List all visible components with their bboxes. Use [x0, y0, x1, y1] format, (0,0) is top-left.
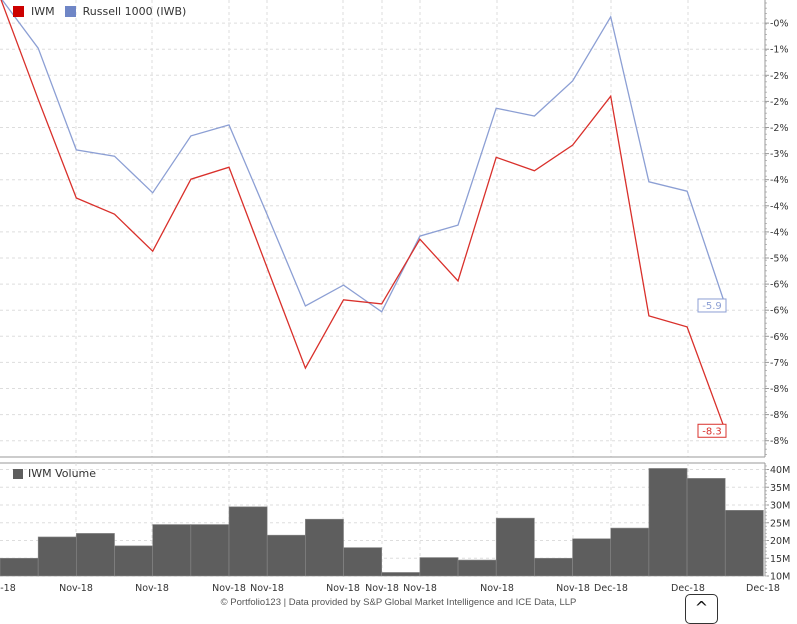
volume-bar[interactable]: [648, 468, 688, 577]
volume-bar[interactable]: [305, 518, 344, 577]
x-axis-label: Nov-18: [403, 583, 437, 594]
svg-text:15M: 15M: [770, 554, 790, 565]
iwb-end-label: -5.9: [697, 298, 727, 313]
legend-label-iwm: IWM: [31, 5, 55, 18]
volume-bar[interactable]: [495, 517, 535, 577]
x-axis: -18 Nov-18 Nov-18 Nov-18 Nov-18 Nov-18 Nov-18 N…: [0, 583, 780, 594]
volume-bar[interactable]: [686, 478, 726, 577]
svg-text:-8%: -8%: [770, 384, 789, 395]
svg-text:-3%: -3%: [770, 149, 789, 160]
chevron-up-icon: ^: [694, 598, 709, 617]
price-y-axis: -0% -1% -2% -2% -2% -3% -4% -4% -4% -5% -6% -6% -6% -…: [0, 0, 789, 458]
svg-text:-2%: -2%: [770, 97, 789, 108]
legend-label-iwb: Russell 1000 (IWB): [82, 5, 187, 18]
svg-text:-8%: -8%: [770, 436, 789, 447]
svg-text:40M: 40M: [770, 465, 790, 476]
volume-bar[interactable]: [457, 559, 497, 577]
price-lines: -5.9 -8.3: [0, 0, 727, 438]
volume-bar[interactable]: [190, 524, 230, 577]
svg-text:-6%: -6%: [770, 332, 789, 343]
svg-text:-6%: -6%: [770, 280, 789, 291]
volume-legend[interactable]: IWM Volume: [13, 467, 96, 480]
volume-bar[interactable]: [152, 524, 192, 577]
svg-text:-5%: -5%: [770, 254, 789, 265]
legend-item-iwm[interactable]: IWM: [13, 5, 55, 18]
svg-text:20M: 20M: [770, 536, 790, 547]
legend-item-iwb[interactable]: Russell 1000 (IWB): [64, 5, 187, 18]
volume-bar[interactable]: [572, 538, 612, 577]
svg-text:-4%: -4%: [770, 227, 789, 238]
volume-bar[interactable]: [266, 534, 306, 577]
x-axis-label: Nov-18: [212, 583, 246, 594]
svg-text:10M: 10M: [770, 572, 790, 583]
price-grid: [0, 0, 765, 457]
volume-bar[interactable]: [228, 506, 268, 577]
volume-bar[interactable]: [0, 557, 39, 577]
volume-bar[interactable]: [76, 533, 115, 577]
footer-credit: © Portfolio123 | Data provided by S&P Gl…: [220, 597, 577, 608]
x-axis-label: -18: [0, 583, 16, 594]
svg-text:30M: 30M: [770, 501, 790, 512]
svg-text:-6%: -6%: [770, 306, 789, 317]
iwm-line[interactable]: [0, 0, 726, 431]
svg-text:35M: 35M: [770, 483, 790, 494]
svg-text:-4%: -4%: [770, 201, 789, 212]
volume-bars: [0, 468, 764, 577]
x-axis-label: Nov-18: [556, 583, 590, 594]
volume-bar[interactable]: [724, 510, 764, 577]
x-axis-label: Dec-18: [671, 583, 705, 594]
svg-text:-2%: -2%: [770, 71, 789, 82]
volume-bar[interactable]: [114, 545, 153, 577]
x-axis-label: Nov-18: [365, 583, 399, 594]
volume-bar[interactable]: [381, 572, 421, 577]
x-axis-label: Nov-18: [59, 583, 93, 594]
volume-swatch-icon: [13, 468, 23, 479]
iwb-swatch-icon: [64, 6, 76, 17]
svg-text:-8%: -8%: [770, 410, 789, 421]
svg-text:-0%: -0%: [770, 19, 789, 30]
price-legend: IWM Russell 1000 (IWB): [13, 5, 196, 18]
svg-text:-7%: -7%: [770, 358, 789, 369]
svg-text:-4%: -4%: [770, 175, 789, 186]
x-axis-label: Nov-18: [326, 583, 360, 594]
svg-text:25M: 25M: [770, 518, 790, 529]
x-axis-label: Dec-18: [746, 583, 780, 594]
iwm-swatch-icon: [13, 6, 24, 17]
legend-label-volume: IWM Volume: [28, 467, 97, 480]
volume-bar[interactable]: [37, 536, 77, 577]
iwm-end-label: -8.3: [697, 423, 727, 438]
svg-text:-8.3: -8.3: [702, 426, 722, 437]
x-axis-label: Nov-18: [135, 583, 169, 594]
x-axis-label: Dec-18: [594, 583, 628, 594]
x-axis-label: Nov-18: [250, 583, 284, 594]
volume-bar[interactable]: [610, 527, 650, 577]
volume-bar[interactable]: [343, 547, 382, 577]
volume-y-axis: 40M 35M 30M 25M 20M 15M 10M: [764, 463, 790, 583]
svg-text:-5.9: -5.9: [702, 301, 722, 312]
svg-text:-2%: -2%: [770, 123, 789, 134]
iwb-line[interactable]: [0, 0, 726, 313]
volume-bar[interactable]: [534, 557, 573, 577]
svg-text:-1%: -1%: [770, 45, 789, 56]
volume-bar[interactable]: [419, 557, 459, 577]
x-axis-label: Nov-18: [480, 583, 514, 594]
